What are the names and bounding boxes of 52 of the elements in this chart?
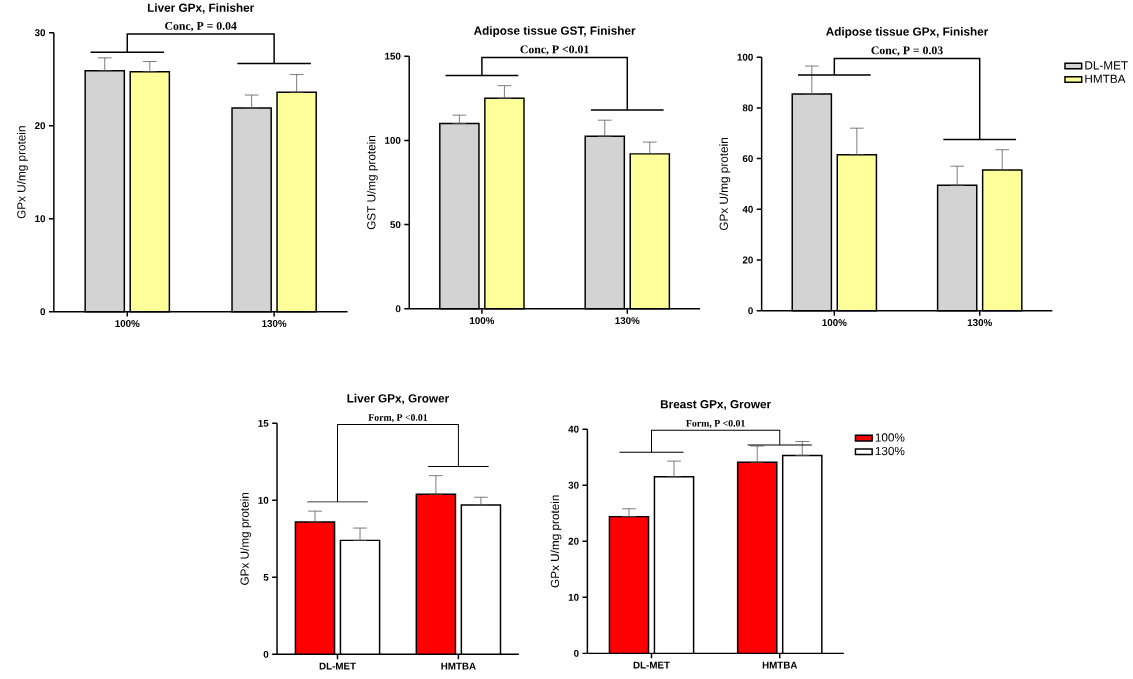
text: Form, P <0.01 [686,420,745,429]
y-tick-label: 15 [258,419,269,427]
y-tick-label: 50 [390,221,401,229]
legend-label: 130% [875,446,905,456]
y-tick-label: 20 [742,256,753,264]
x-tick-label: DL-MET [319,662,356,670]
y-axis-title: GPx U/mg protein [16,126,28,219]
chart-title: Adipose tissue GST, Finisher [473,26,636,38]
x-tick-label: DL-MET [633,661,670,669]
text: Conc, P = 0.04 [165,21,237,32]
legend-label: HMTBA [1085,74,1126,83]
chart-title: Adipose tissue GPx, Finisher [826,27,989,39]
y-tick-label: 40 [568,425,579,433]
text: Form, P <0.01 [368,414,428,423]
y-tick-label: 30 [568,481,579,489]
y-axis-title: GST U/mg protein [366,136,378,230]
chart-title: Liver GPx, Finisher [147,3,255,14]
y-tick-label: 80 [742,104,753,112]
x-tick-label: 100% [822,319,847,327]
y-tick-label: 10 [258,496,269,504]
y-tick-label: 0 [395,305,401,313]
y-tick-label: 0 [573,649,579,657]
y-tick-label: 0 [748,307,753,315]
y-axis-title: GPx U/mg protein [240,493,252,586]
chart-title: Breast GPx, Grower [660,400,771,411]
text: Conc, P = 0.03 [871,46,943,57]
y-tick-label: 100 [737,53,753,61]
y-tick-label: 40 [742,205,753,213]
y-tick-label: 150 [385,52,401,60]
y-tick-label: 30 [34,29,46,37]
y-tick-label: 60 [742,155,753,163]
y-axis-title: GPx U/mg protein [550,495,562,588]
y-tick-label: 5 [263,574,269,581]
x-tick-label: 130% [262,320,287,328]
y-tick-label: 20 [568,537,579,545]
x-tick-label: 100% [115,320,140,328]
y-axis-title: GPx U/mg protein [719,138,731,231]
legend-label: 100% [875,433,905,442]
y-tick-label: 10 [35,215,46,223]
y-tick-label: 10 [568,593,579,601]
text: Conc, P <0.01 [520,45,589,56]
legend-label: DL-MET [1085,61,1128,70]
chart-title: Liver GPx, Grower [347,393,450,405]
y-tick-label: 0 [40,308,46,316]
x-tick-label: HMTBA [441,662,476,670]
y-tick-label: 20 [34,122,46,130]
x-tick-label: 100% [470,317,495,325]
x-tick-label: 130% [615,317,640,325]
x-tick-label: 130% [967,319,992,327]
x-tick-label: HMTBA [762,661,798,669]
y-tick-label: 0 [263,650,269,658]
y-tick-label: 100 [385,137,401,144]
